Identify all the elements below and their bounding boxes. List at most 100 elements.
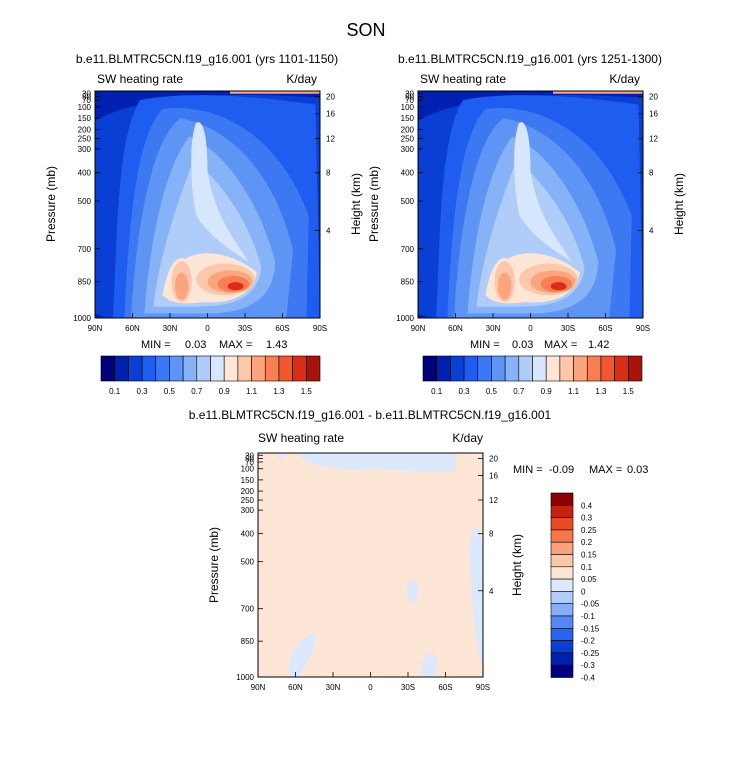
y-tick-label: 1000 <box>396 314 414 323</box>
colorbar-swatch <box>614 355 629 382</box>
min-label: MIN = <box>513 464 543 476</box>
y-tick-label: 400 <box>401 169 415 178</box>
colorbar-swatch <box>155 355 170 382</box>
y-tick-label: 500 <box>241 558 255 567</box>
min-value: 0.03 <box>512 339 533 351</box>
colorbar-swatch <box>504 355 520 382</box>
x-tick-label: 90S <box>313 324 327 333</box>
y-tick-label: 50 <box>245 455 254 464</box>
y-tick-label-right: 20 <box>649 93 658 102</box>
colorbar-swatch <box>292 355 307 382</box>
y-tick-label-right: 12 <box>649 135 658 144</box>
x-tick-label: 60S <box>598 324 612 333</box>
x-tick-label: 30S <box>238 324 252 333</box>
min-label: MIN = <box>470 339 500 351</box>
contour-band <box>191 122 248 262</box>
y-tick-label: 850 <box>78 278 92 287</box>
x-tick-label: 30N <box>486 324 501 333</box>
stats-label: MIN = 0.03 MAX = 1.42 <box>470 339 609 351</box>
y-axis-label-right: Height (km) <box>349 173 363 235</box>
max-label: MAX = <box>589 464 622 476</box>
colorbar-label: -0.1 <box>581 612 595 621</box>
y-tick-label: 250 <box>78 135 92 144</box>
y-tick-label: 700 <box>78 245 92 254</box>
y-tick-label-right: 4 <box>326 227 331 236</box>
x-tick-label: 90N <box>411 324 426 333</box>
contour-band <box>298 453 456 473</box>
colorbar-swatch <box>550 628 574 641</box>
colorbar-swatch <box>550 578 574 592</box>
y-tick-label: 100 <box>78 103 92 112</box>
subtitle-right: K/day <box>452 431 483 445</box>
colorbar-swatch <box>169 355 184 382</box>
colorbar-label: -0.15 <box>581 624 600 633</box>
y-tick-label: 70 <box>82 96 91 105</box>
y-tick-label: 30 <box>245 451 254 460</box>
colorbar-swatch <box>550 652 574 666</box>
colorbar-swatch <box>550 517 574 531</box>
max-label: MAX = <box>219 339 252 351</box>
colorbar-swatch <box>422 355 437 382</box>
colorbar-label: 0.15 <box>581 551 597 560</box>
subtitle-left: SW heating rate <box>258 431 344 445</box>
y-tick-label-right: 8 <box>489 530 494 539</box>
contour-band <box>553 91 643 94</box>
x-tick-label: 60N <box>448 324 463 333</box>
colorbar-swatch <box>463 355 479 382</box>
max-value: 0.03 <box>627 464 648 476</box>
x-tick-label: 60S <box>275 324 289 333</box>
colorbar-swatch <box>550 505 574 518</box>
colorbar-label: 1.1 <box>246 387 258 396</box>
colorbar-label: 0.9 <box>541 387 553 396</box>
colorbar-difference: 0.4 0.3 0.25 0.2 0.15 0.1 0.05 0 -0.05 -0.1 -0.15 -… <box>550 492 600 683</box>
heatmap-field <box>258 453 483 677</box>
y-tick-label: 500 <box>401 197 415 206</box>
colorbar-label: 1.1 <box>568 387 580 396</box>
colorbar-swatch <box>586 355 602 382</box>
y-tick-label: 250 <box>241 496 255 505</box>
x-tick-label: 0 <box>368 683 373 692</box>
colorbar-left: 0.1 0.3 0.5 0.7 0.9 1.1 1.3 1.5 <box>100 355 321 396</box>
heatmap-field <box>95 91 320 318</box>
contour-band <box>288 632 316 677</box>
y-tick-label: 300 <box>78 145 92 154</box>
colorbar-swatch <box>210 355 225 382</box>
colorbar-label: 0.7 <box>513 387 525 396</box>
contour-band <box>420 652 438 677</box>
y-tick-label-right: 20 <box>326 93 335 102</box>
x-tick-label: 0 <box>528 324 533 333</box>
y-tick-label-right: 8 <box>649 169 654 178</box>
y-tick-label: 100 <box>401 103 415 112</box>
y-tick-label: 50 <box>405 93 414 102</box>
y-tick-label-right: 16 <box>649 110 658 119</box>
panel-left: b.e11.BLMTRC5CN.f19_g16.001 (yrs 1101-11… <box>44 52 363 351</box>
panel-difference: b.e11.BLMTRC5CN.f19_g16.001 - b.e11.BLMT… <box>189 408 649 692</box>
colorbar-swatch <box>278 355 293 382</box>
y-tick-label: 700 <box>241 605 255 614</box>
y-tick-label: 400 <box>78 169 92 178</box>
colorbar-label: -0.3 <box>581 661 595 670</box>
colorbar-swatch <box>550 615 574 629</box>
x-tick-label: 30N <box>163 324 178 333</box>
stats-label: MIN = -0.09 MAX = 0.03 <box>513 464 648 476</box>
contour-peak <box>550 282 567 291</box>
colorbar-label: 0.05 <box>581 575 597 584</box>
colorbar-swatch <box>264 355 280 382</box>
contour-band <box>174 272 189 300</box>
colorbar-label: 0 <box>581 587 586 596</box>
y-axis-label: Pressure (mb) <box>367 166 381 242</box>
y-axis-label: Pressure (mb) <box>44 166 58 242</box>
colorbar-swatch <box>450 355 465 382</box>
y-axis-label: Pressure (mb) <box>207 527 221 603</box>
y-tick-label-right: 16 <box>326 110 335 119</box>
y-tick-label: 850 <box>241 637 255 646</box>
x-axis: 90N 60N 30N 0 30S 60S 90S <box>411 313 650 333</box>
y-tick-label-right: 4 <box>649 227 654 236</box>
colorbar-label: -0.2 <box>581 637 595 646</box>
x-tick-label: 30S <box>401 683 415 692</box>
colorbar-label: 0.9 <box>219 387 231 396</box>
stats-label: MIN = 0.03 MAX = 1.43 <box>141 339 287 351</box>
y-tick-label: 200 <box>241 487 255 496</box>
x-tick-label: 30N <box>326 683 341 692</box>
y-axis-label-right: Height (km) <box>510 534 524 596</box>
